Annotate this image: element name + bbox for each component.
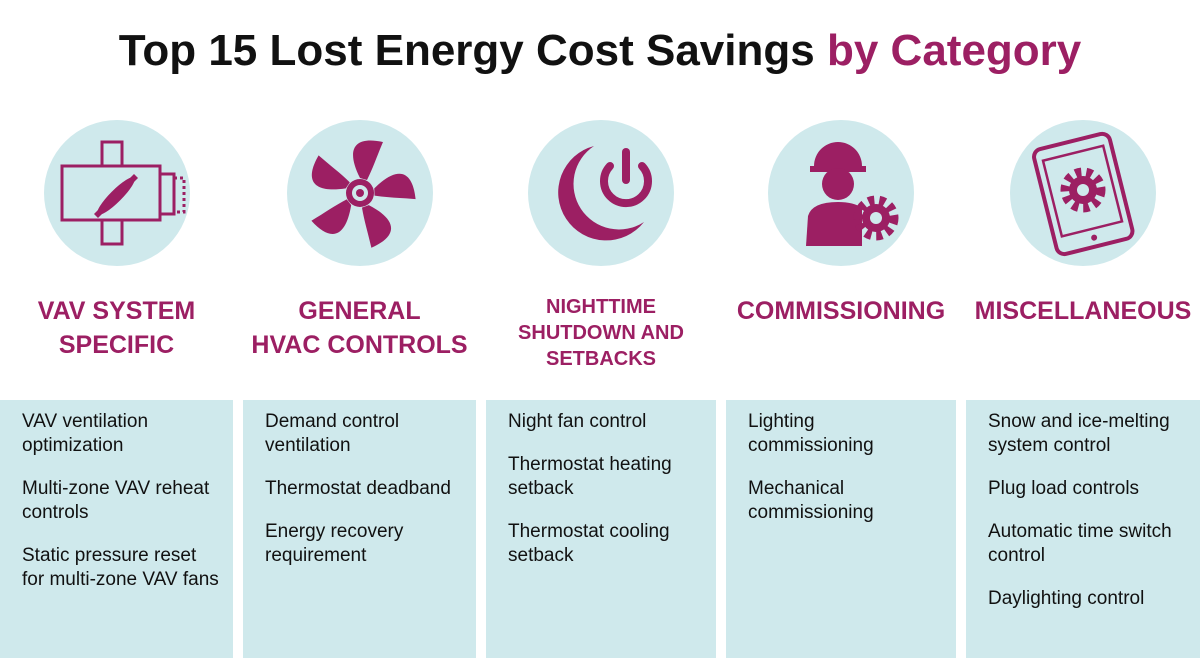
item-panel: VAV ventilation optimization Multi-zone V… xyxy=(0,400,233,658)
column-heading: NIGHTTIME SHUTDOWN AND SETBACKS xyxy=(486,294,716,372)
heading-line: NIGHTTIME xyxy=(546,296,656,318)
column: GENERAL HVAC CONTROLS Demand control venti… xyxy=(243,0,476,658)
item: Multi-zone VAV reheat controls xyxy=(22,478,210,523)
item: Daylighting control xyxy=(988,588,1145,609)
item: Demand control ventilation xyxy=(265,411,400,456)
item: Automatic time switch control xyxy=(988,521,1172,566)
item: Static pressure reset for multi-zone VAV… xyxy=(22,545,219,590)
heading-line: HVAC CONTROLS xyxy=(251,331,468,359)
item: Snow and ice-melting system control xyxy=(988,411,1170,456)
item: Thermostat heating setback xyxy=(508,454,672,499)
icon-vav xyxy=(44,120,190,266)
item: Thermostat cooling setback xyxy=(508,521,670,566)
column: NIGHTTIME SHUTDOWN AND SETBACKS Night fan c… xyxy=(486,0,716,658)
item: VAV ventilation optimization xyxy=(22,411,149,456)
column: COMMISSIONING Lighting commissioning Mecha… xyxy=(726,0,956,658)
heading-line: VAV SYSTEM xyxy=(37,297,196,325)
column-heading: COMMISSIONING xyxy=(726,294,956,328)
column: VAV SYSTEM SPECIFIC VAV ventilation optimi… xyxy=(0,0,233,658)
heading-line: SETBACKS xyxy=(545,348,656,370)
icon-night xyxy=(528,120,674,266)
icon-tablet xyxy=(1010,120,1156,266)
item-panel: Lighting commissioning Mechanical commiss… xyxy=(726,400,956,658)
icon-fan xyxy=(287,120,433,266)
heading-line: GENERAL xyxy=(298,297,421,325)
column-heading: VAV SYSTEM SPECIFIC xyxy=(0,294,233,362)
column-heading: MISCELLANEOUS xyxy=(966,294,1200,328)
title-highlight: by Category xyxy=(826,26,1082,75)
title-main: Top 15 Lost Energy Cost Savings xyxy=(118,26,815,75)
heading-line: SHUTDOWN AND xyxy=(518,322,684,344)
item: Energy recovery requirement xyxy=(265,521,404,566)
column-heading: GENERAL HVAC CONTROLS xyxy=(243,294,476,362)
title: Top 15 Lost Energy Cost Savings by Categ… xyxy=(0,26,1200,76)
item: Plug load controls xyxy=(988,478,1140,499)
column: MISCELLANEOUS Snow and ice-melting system… xyxy=(966,0,1200,658)
item: Lighting commissioning xyxy=(748,411,874,456)
item-panel: Snow and ice-melting system control Plug … xyxy=(966,400,1200,658)
heading-line: SPECIFIC xyxy=(58,331,175,359)
item: Thermostat deadband xyxy=(265,478,451,499)
heading-line: COMMISSIONING xyxy=(736,297,946,325)
item-panel: Demand control ventilation Thermostat dea… xyxy=(243,400,476,658)
item: Night fan control xyxy=(508,411,647,432)
item: Mechanical commissioning xyxy=(748,478,874,523)
heading-line: MISCELLANEOUS xyxy=(974,297,1192,325)
icon-commissioning xyxy=(768,120,914,266)
item-panel: Night fan control Thermostat heating setb… xyxy=(486,400,716,658)
